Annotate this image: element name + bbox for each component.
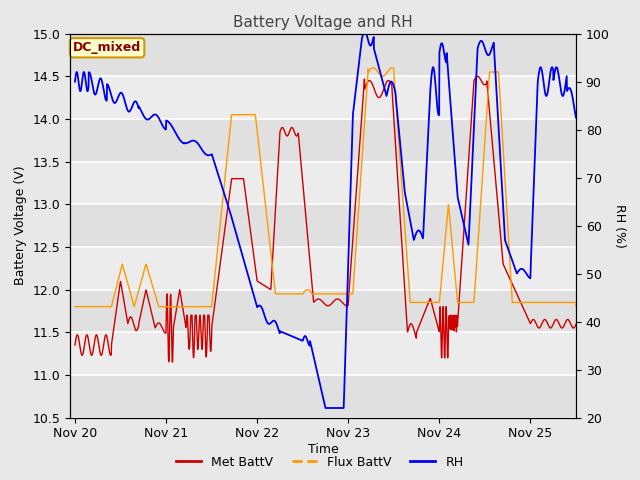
Y-axis label: RH (%): RH (%) bbox=[613, 204, 627, 248]
Bar bbox=[70, 162, 576, 204]
Y-axis label: Battery Voltage (V): Battery Voltage (V) bbox=[14, 166, 28, 286]
Bar bbox=[70, 375, 576, 418]
Bar bbox=[70, 204, 576, 247]
Bar bbox=[70, 247, 576, 289]
Bar bbox=[70, 34, 576, 76]
Bar bbox=[70, 76, 576, 119]
Bar bbox=[70, 289, 576, 332]
Bar bbox=[70, 119, 576, 162]
Text: DC_mixed: DC_mixed bbox=[73, 41, 141, 54]
Bar bbox=[70, 332, 576, 375]
Title: Battery Voltage and RH: Battery Voltage and RH bbox=[234, 15, 413, 30]
Legend: Met BattV, Flux BattV, RH: Met BattV, Flux BattV, RH bbox=[172, 451, 468, 474]
X-axis label: Time: Time bbox=[308, 443, 339, 456]
